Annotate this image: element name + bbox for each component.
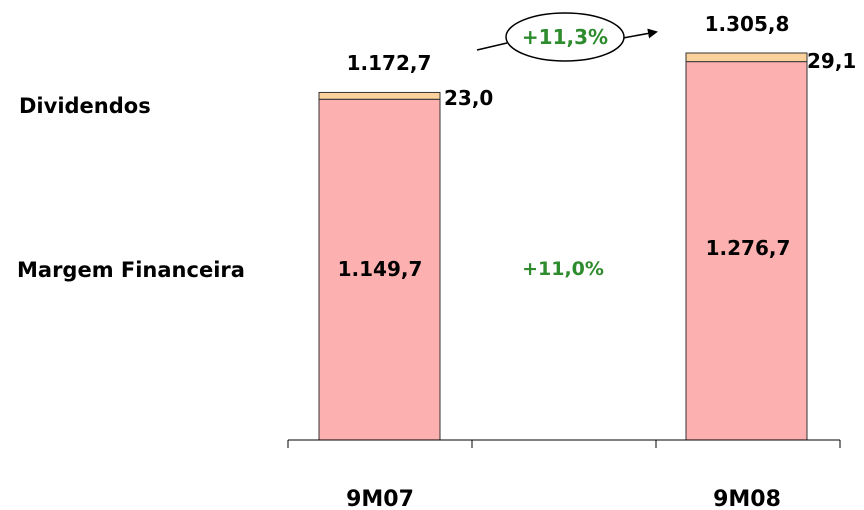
growth-margem-label: +11,0% xyxy=(522,258,604,280)
bar-margem-financeira-9m07 xyxy=(318,98,441,441)
data-label-margem-9m07: 1.149,7 xyxy=(338,257,423,281)
bar-group-9m08 xyxy=(685,52,808,441)
growth-arrow xyxy=(476,32,656,51)
bar-margem-financeira-9m08 xyxy=(685,61,808,441)
data-label-margem-9m08: 1.276,7 xyxy=(706,236,791,260)
x-axis: 9M07 9M08 xyxy=(287,439,841,510)
growth-total-annotation: +11,3% xyxy=(476,12,656,62)
total-label-9m07: 1.172,7 xyxy=(347,51,432,75)
bar-dividendos-9m07 xyxy=(318,91,441,100)
bar-dividendos-9m08 xyxy=(685,52,808,63)
total-label-9m08: 1.305,8 xyxy=(705,12,790,36)
series-label-dividendos: Dividendos xyxy=(19,94,151,118)
x-tick-label-9m08: 9M08 xyxy=(713,487,781,510)
x-tick-label-9m07: 9M07 xyxy=(346,487,414,510)
data-label-dividendos-9m07: 23,0 xyxy=(444,86,493,110)
growth-total-label: +11,3% xyxy=(522,25,608,49)
data-label-dividendos-9m08: 29,1 xyxy=(807,49,856,73)
growth-ellipse xyxy=(505,12,625,62)
series-label-margem-financeira: Margem Financeira xyxy=(17,258,245,282)
bar-group-9m07 xyxy=(318,91,441,441)
